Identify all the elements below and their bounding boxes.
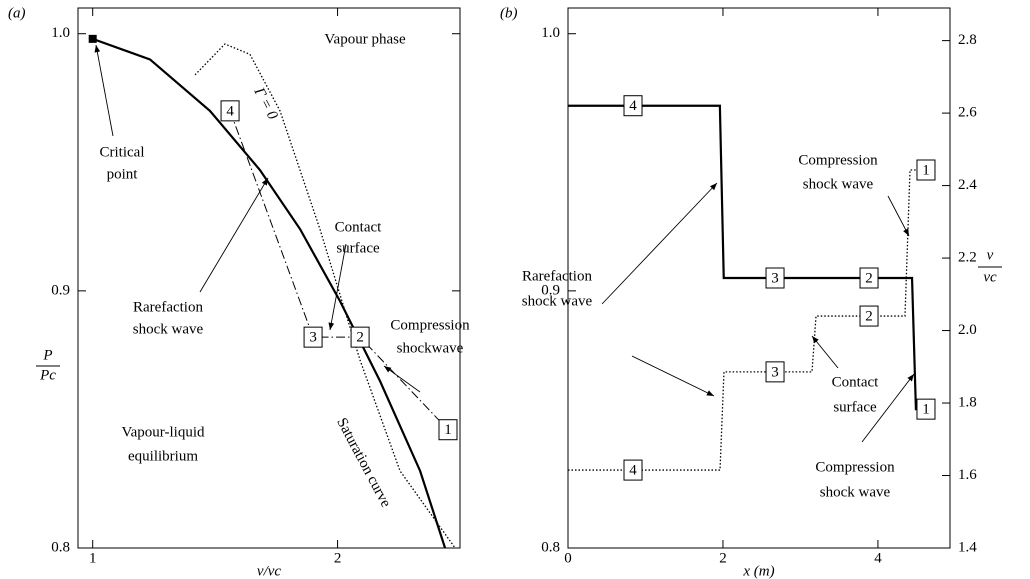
y2-tick-label: 2.2: [958, 250, 977, 266]
state-box: [623, 95, 643, 117]
state-box: [916, 159, 936, 181]
arrow: [811, 335, 839, 369]
arrow: [199, 177, 269, 293]
annotation: Compression: [390, 317, 470, 333]
annotation: equilibrium: [128, 448, 198, 464]
state-box: [623, 459, 643, 481]
state-box: [303, 326, 323, 348]
annotation: Compression: [798, 152, 878, 168]
y2-tick-label: 1.4: [958, 539, 977, 555]
y-axis-label: P: [42, 347, 52, 363]
x-tick-label: 1: [89, 550, 97, 566]
annotation: Contact: [832, 374, 879, 390]
series-line: [568, 104, 936, 411]
x-axis-label: v/vc: [257, 563, 281, 579]
annotation: shock wave: [133, 321, 204, 337]
annotation: surface: [833, 399, 877, 415]
annotation: point: [107, 166, 139, 182]
annotation: shock wave: [803, 176, 874, 192]
state-label: 1: [922, 402, 930, 418]
arrow: [601, 182, 718, 305]
annotation: Γ = 0: [250, 84, 281, 123]
annotation: Critical: [100, 144, 145, 160]
panel-label: (b): [500, 5, 518, 21]
state-box: [350, 326, 370, 348]
annotation: Rarefaction: [522, 268, 592, 284]
annotation: shockwave: [397, 340, 464, 356]
annotation: Contact: [335, 219, 382, 235]
y-axis-label: Pc: [39, 367, 56, 383]
state-label: 1: [922, 162, 930, 178]
state-label: 4: [629, 98, 637, 114]
state-label: 4: [629, 463, 637, 479]
y2-tick-label: 2.6: [958, 105, 977, 121]
plot-frame: [567, 7, 951, 549]
x-axis-label: x (m): [742, 563, 774, 579]
y2-tick-label: 2.4: [958, 177, 977, 193]
y2-axis-label: v: [987, 247, 994, 263]
y2-tick-label: 2.8: [958, 32, 977, 48]
state-label: 2: [356, 330, 364, 346]
series-line: [229, 110, 449, 431]
y-tick-label: 1.0: [51, 25, 70, 41]
arrow: [861, 373, 915, 443]
state-label: 3: [771, 364, 779, 380]
x-tick-label: 2: [334, 550, 342, 566]
annotation: Vapour phase: [324, 31, 406, 47]
state-box: [859, 267, 879, 289]
x-tick-label: 4: [874, 550, 882, 566]
annotation: Compression: [815, 459, 895, 475]
y-tick-label: 1.0: [541, 25, 560, 41]
state-label: 3: [771, 270, 779, 286]
annotation: Vapour-liquid: [121, 424, 205, 440]
state-label: 4: [226, 103, 234, 119]
series-line: [194, 43, 456, 549]
y-tick-label: 0.8: [51, 539, 70, 555]
series-line: [92, 37, 447, 549]
y-tick-label: 0.9: [51, 282, 70, 298]
y-tick-label: 0.8: [541, 539, 560, 555]
state-box: [765, 267, 785, 289]
x-tick-label: 2: [719, 550, 727, 566]
x-tick-label: 0: [564, 550, 572, 566]
critical-point: [88, 34, 97, 43]
y2-axis-label: vc: [983, 269, 997, 285]
y2-tick-label: 2.0: [958, 322, 977, 338]
y-tick-label: 0.9: [541, 282, 560, 298]
y2-tick-label: 1.6: [958, 467, 977, 483]
state-box: [859, 305, 879, 327]
state-box: [220, 100, 240, 122]
arrow: [94, 44, 114, 137]
state-box: [765, 361, 785, 383]
series-line: [568, 169, 925, 471]
arrow: [383, 365, 421, 393]
annotation: Rarefaction: [133, 299, 203, 315]
arrow: [328, 243, 347, 331]
annotation: surface: [336, 240, 380, 256]
y2-tick-label: 1.8: [958, 394, 977, 410]
arrow: [887, 195, 910, 237]
state-label: 1: [444, 422, 452, 438]
arrow: [631, 355, 715, 397]
panel-label: (a): [8, 5, 26, 21]
annotation: shock wave: [820, 484, 891, 500]
state-label: 3: [309, 330, 317, 346]
state-box: [916, 398, 936, 420]
state-label: 2: [865, 270, 873, 286]
state-label: 2: [865, 308, 873, 324]
plot-frame: [77, 7, 461, 549]
state-box: [438, 419, 458, 441]
annotation: shock wave: [522, 293, 593, 309]
